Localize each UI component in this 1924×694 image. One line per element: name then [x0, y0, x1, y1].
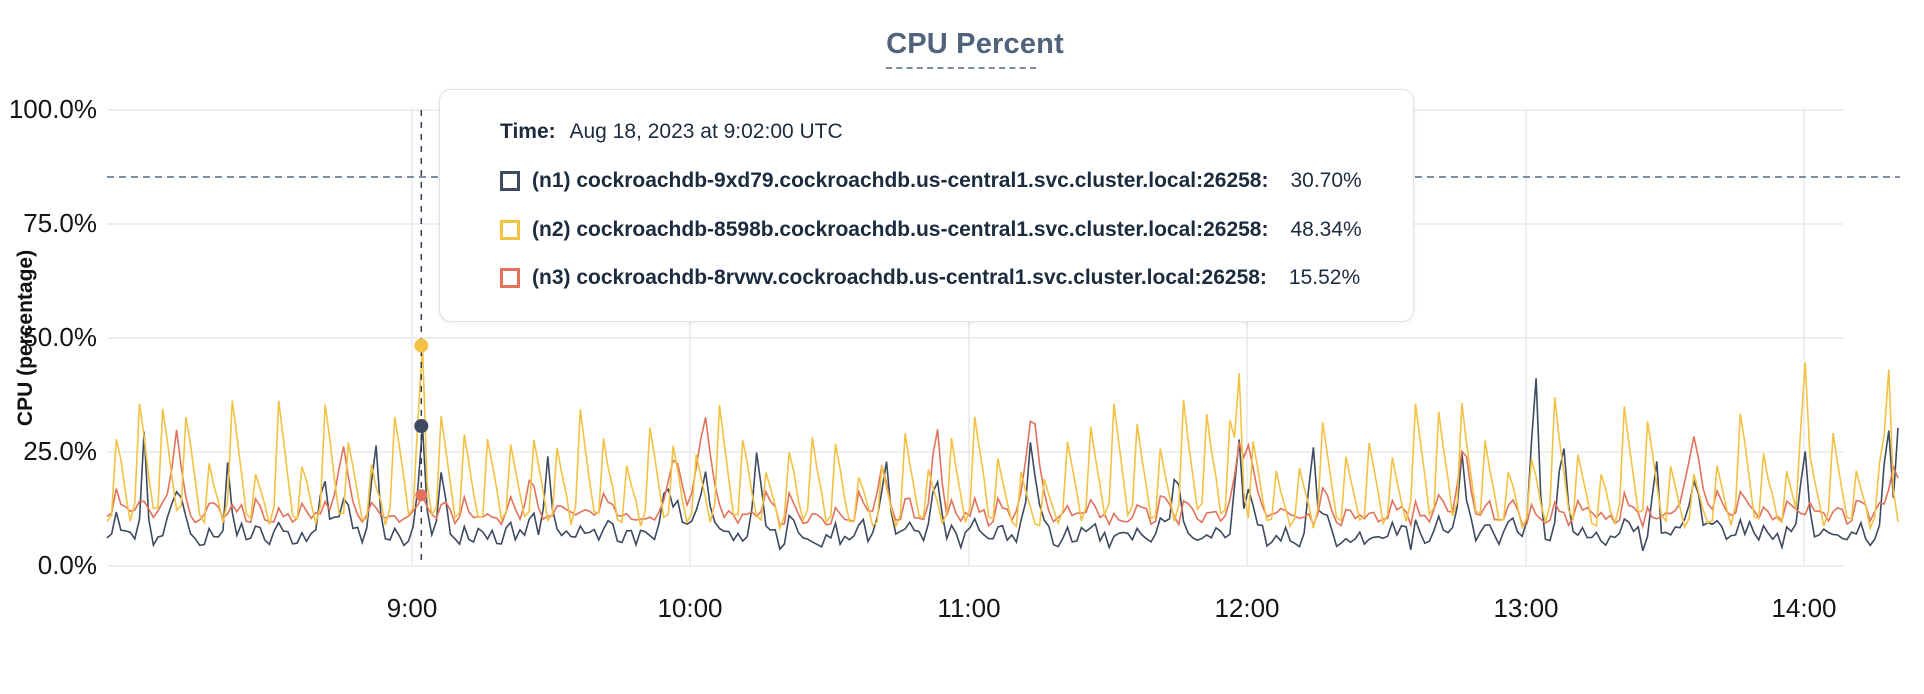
svg-text:10:00: 10:00 — [657, 593, 722, 623]
svg-text:11:00: 11:00 — [937, 593, 1000, 623]
svg-text:25.0%: 25.0% — [23, 436, 97, 466]
svg-text:100.0%: 100.0% — [9, 94, 97, 124]
svg-text:9:00: 9:00 — [387, 593, 438, 623]
svg-text:75.0%: 75.0% — [23, 208, 97, 238]
svg-text:14:00: 14:00 — [1771, 593, 1836, 623]
svg-text:0.0%: 0.0% — [38, 550, 97, 580]
svg-text:12:00: 12:00 — [1214, 593, 1279, 623]
svg-text:13:00: 13:00 — [1493, 593, 1558, 623]
svg-text:CPU (percentage): CPU (percentage) — [14, 250, 37, 426]
